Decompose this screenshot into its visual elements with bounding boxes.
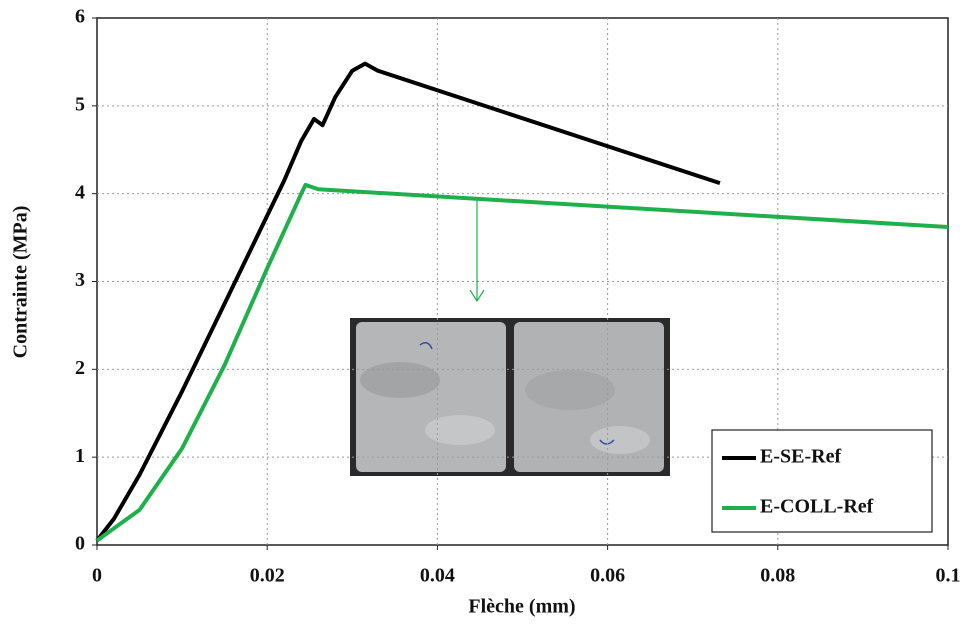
- y-tick-label: 4: [75, 181, 85, 203]
- x-tick-label: 0.1: [936, 565, 961, 587]
- annotation-arrowhead: [469, 289, 485, 303]
- x-tick-label: 0.02: [250, 565, 285, 587]
- series-line: [95, 61, 721, 542]
- x-axis-title: Flèche (mm): [468, 596, 575, 618]
- y-tick-label: 1: [75, 445, 85, 467]
- y-tick-label: 6: [75, 6, 85, 28]
- y-tick-label: 3: [75, 269, 85, 291]
- series-line: [95, 182, 949, 543]
- x-tick-label: 0: [92, 565, 102, 587]
- x-tick-label: 0.04: [420, 565, 455, 587]
- legend-label: E-COLL-Ref: [760, 496, 874, 518]
- y-axis-title: Contrainte (MPa): [10, 206, 32, 359]
- x-tick-label: 0.06: [590, 565, 625, 587]
- legend-box: [711, 429, 933, 533]
- legend-label: E-SE-Ref: [760, 446, 841, 468]
- specimen-photo: [350, 318, 670, 476]
- y-tick-label: 0: [75, 533, 85, 555]
- x-tick-label: 0.08: [760, 565, 795, 587]
- y-tick-label: 5: [75, 93, 85, 115]
- y-tick-label: 2: [75, 357, 85, 379]
